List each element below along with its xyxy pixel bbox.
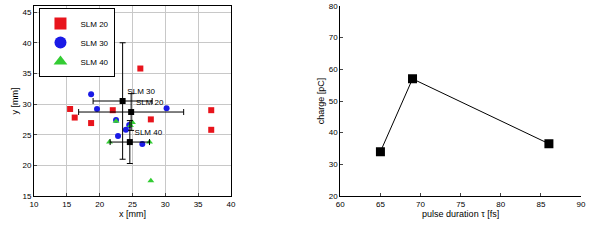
svg-text:20: 20: [329, 192, 338, 201]
svg-text:x [mm]: x [mm]: [119, 209, 146, 219]
svg-text:40: 40: [22, 39, 31, 48]
svg-text:SLM 30: SLM 30: [127, 87, 155, 96]
svg-text:25: 25: [128, 200, 137, 209]
svg-text:85: 85: [536, 200, 545, 209]
svg-text:SLM 40: SLM 40: [80, 58, 108, 67]
svg-text:15: 15: [62, 200, 71, 209]
svg-text:20: 20: [95, 200, 104, 209]
svg-text:45: 45: [22, 8, 31, 17]
svg-text:40: 40: [226, 200, 235, 209]
svg-text:35: 35: [194, 200, 203, 209]
svg-text:25: 25: [22, 131, 31, 140]
svg-text:30: 30: [161, 200, 170, 209]
svg-text:60: 60: [329, 65, 338, 74]
svg-text:80: 80: [496, 200, 505, 209]
svg-text:SLM 40: SLM 40: [135, 128, 163, 137]
svg-text:20: 20: [22, 161, 31, 170]
svg-text:pulse duration τ [fs]: pulse duration τ [fs]: [422, 209, 499, 219]
svg-text:30: 30: [329, 160, 338, 169]
svg-text:SLM 20: SLM 20: [136, 98, 164, 107]
svg-text:70: 70: [329, 33, 338, 42]
svg-text:10: 10: [30, 200, 39, 209]
svg-text:50: 50: [329, 97, 338, 106]
svg-text:75: 75: [456, 200, 465, 209]
svg-text:15: 15: [22, 192, 31, 201]
svg-text:30: 30: [22, 100, 31, 109]
svg-text:60: 60: [336, 200, 345, 209]
svg-text:40: 40: [329, 128, 338, 137]
svg-text:65: 65: [376, 200, 385, 209]
svg-text:y [mm]: y [mm]: [10, 88, 20, 115]
svg-text:70: 70: [416, 200, 425, 209]
svg-text:35: 35: [22, 69, 31, 78]
svg-text:SLM 20: SLM 20: [80, 20, 108, 29]
svg-text:charge [pC]: charge [pC]: [316, 78, 326, 125]
svg-text:80: 80: [329, 2, 338, 11]
svg-text:90: 90: [577, 200, 586, 209]
svg-text:SLM 30: SLM 30: [80, 39, 108, 48]
